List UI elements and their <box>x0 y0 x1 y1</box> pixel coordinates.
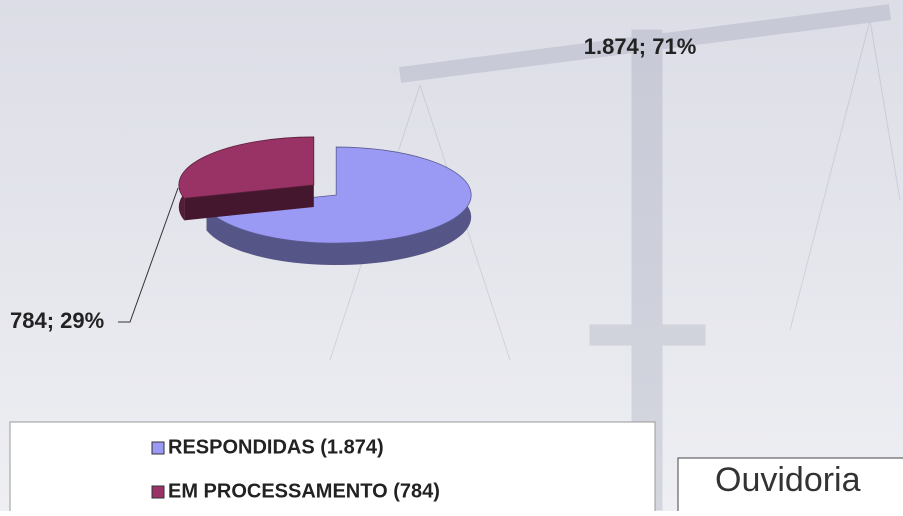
data-label: 784; 29% <box>10 308 104 333</box>
legend-swatch <box>152 486 164 498</box>
legend-swatch <box>152 442 164 454</box>
data-label: 1.874; 71% <box>584 34 697 59</box>
chart: 1.874; 71% 784; 29% RESPONDIDAS (1.874) E… <box>0 0 903 511</box>
logo-text: Ouvidoria <box>715 461 861 499</box>
legend-label: RESPONDIDAS (1.874) <box>168 436 384 458</box>
legend-label: EM PROCESSAMENTO (784) <box>168 480 440 502</box>
